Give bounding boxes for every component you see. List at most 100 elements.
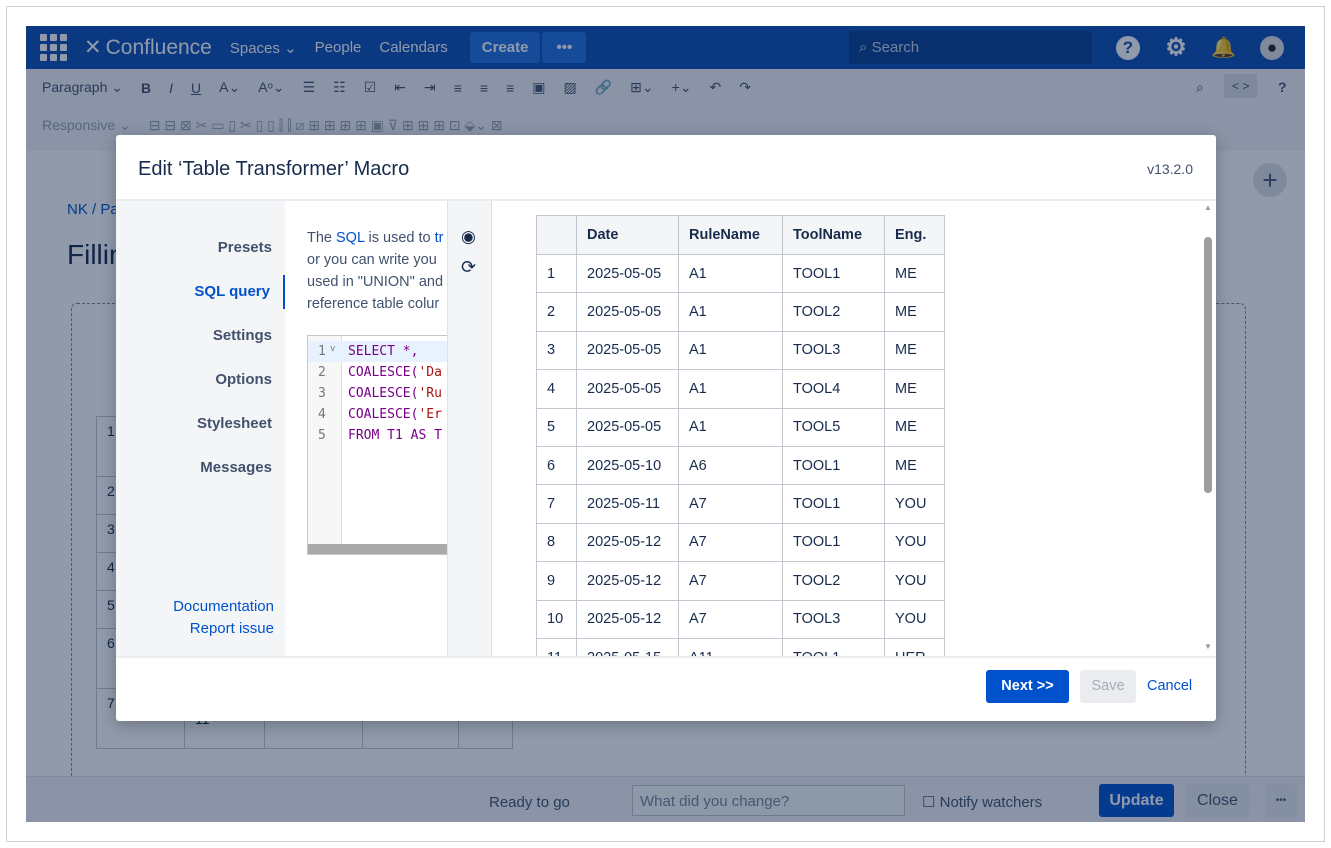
table-cell: A11 [678,637,783,656]
table-cell: A1 [678,253,783,294]
confluence-logo[interactable]: ✕ Confluence [84,35,212,60]
nav-calendars[interactable]: Calendars [379,39,448,56]
responsive-dropdown[interactable]: Responsive ⌄ [42,117,131,133]
preview-toolbar: ◉ ⟳ [447,201,492,656]
preview-panel: Date RuleName ToolName Eng. 1 2025-05-05 A1 TO… [492,201,1216,656]
table-cell: A7 [678,522,783,563]
table-cell: 8 [536,522,577,563]
close-button[interactable]: Close [1185,784,1250,817]
table-cell: TOOL1 [782,253,885,294]
more-actions-button[interactable]: ••• [1265,784,1297,817]
redo-icon[interactable]: ↷ [739,79,752,95]
align-right-icon[interactable]: ≡ [506,79,515,96]
align-center-icon[interactable]: ≡ [479,79,489,96]
scroll-up-icon[interactable]: ▲ [1204,203,1212,212]
outdent-icon[interactable]: ⇤ [394,79,407,95]
save-button[interactable]: Save [1080,670,1136,703]
table-cell: 6 [536,445,577,486]
breadcrumb-parent[interactable]: Pa [100,201,119,218]
update-button[interactable]: Update [1099,784,1174,817]
code-line: COALESCE('Er [348,407,442,422]
preview-table: Date RuleName ToolName Eng. 1 2025-05-05 A1 TO… [536,215,945,656]
line-number: 3 [318,386,326,401]
link-icon[interactable]: 🔗 [594,79,613,95]
create-button[interactable]: Create [469,32,541,63]
notify-watchers-checkbox[interactable]: ☐ Notify watchers [922,794,1043,811]
nav-options[interactable]: Options [215,371,272,388]
search-input[interactable]: ⌕ Search [849,31,1092,64]
page-title[interactable]: Fillin [67,239,125,270]
nav-spaces[interactable]: Spaces ⌄ [229,39,297,57]
sql-link[interactable]: SQL [336,230,365,246]
table-tools-icons[interactable]: ⊟ ⊟ ⊠ ✂ ▭ ▯ ✂ ▯ ▯ ⫿ ⫿ ⧄ ⊞ ⊞ ⊞ ⊞ ▣ ⊽ ⊞ ⊞ … [148,117,503,133]
undo-icon[interactable]: ↶ [709,79,722,95]
documentation-link[interactable]: Documentation [173,598,274,615]
bullet-list-icon[interactable]: ☰ [302,79,316,95]
help-icon[interactable]: ? [1116,36,1140,60]
table-row: 4 2025-05-05 A1 TOOL4 ME [536,369,945,409]
eye-preview-icon[interactable]: ◉ [461,227,476,246]
nav-messages[interactable]: Messages [200,459,272,476]
column-header: RuleName [678,215,783,255]
editor-footer: Ready to go What did you change? ☐ Notif… [26,776,1305,822]
nav-stylesheet[interactable]: Stylesheet [196,415,272,432]
table-row: 112025-05-15A11TOOL1HER [536,637,945,656]
report-issue-link[interactable]: Report issue [189,620,274,637]
table-transformer-dialog: Edit ‘Table Transformer’ Macro v13.2.0 P… [116,135,1216,721]
find-icon[interactable]: ⌕ [1196,79,1204,95]
table-cell: 10 [536,599,577,639]
notifications-icon[interactable]: 🔔 [1211,37,1236,59]
bold-icon[interactable]: B [141,79,152,96]
scrollbar-thumb[interactable] [1204,237,1212,493]
insert-icon[interactable]: +⌄ [671,79,692,95]
column-header: Date [576,215,679,255]
table-cell: YOU [884,599,945,639]
sql-editor[interactable]: 1 2 3 4 5 v SELECT *, COALESCE('Da COALE… [307,335,447,555]
editor-horizontal-scrollbar[interactable] [308,544,447,554]
align-left-icon[interactable]: ≡ [453,79,462,96]
text-format-icon[interactable]: Aᵒ⌄ [258,79,285,95]
text-color-icon[interactable]: A⌄ [219,79,241,95]
table-cell: A7 [678,561,783,601]
task-icon[interactable]: ☑ [363,79,377,95]
app-switcher-icon[interactable] [40,33,68,62]
user-avatar[interactable]: ● [1260,36,1284,60]
fold-chevron-icon[interactable]: v [330,344,336,354]
layout-icon[interactable]: ▣ [532,79,546,95]
image-icon[interactable]: ▨ [563,79,577,95]
table-cell: 2025-05-11 [576,484,679,524]
settings-gear-icon[interactable]: ⚙ [1165,34,1187,61]
preview-scrollbar[interactable]: ▲ ▼ [1204,203,1212,651]
breadcrumb-space[interactable]: NK [67,201,88,218]
italic-icon[interactable]: I [169,79,174,96]
table-cell: TOOL2 [782,292,885,332]
table-cell: ME [884,369,945,409]
numbered-list-icon[interactable]: ☷ [333,79,346,95]
nav-people[interactable]: People [314,39,362,56]
table-cell: 4 [536,369,577,409]
change-comment-input[interactable]: What did you change? [632,785,905,816]
paragraph-style-dropdown[interactable]: Paragraph ⌄ [42,79,124,95]
table-cell: 2025-05-12 [576,522,679,563]
refresh-icon[interactable]: ⟳ [461,257,477,277]
table-icon[interactable]: ⊞⌄ [630,79,654,95]
scroll-down-icon[interactable]: ▼ [1204,642,1212,651]
nav-settings[interactable]: Settings [212,327,272,344]
underline-icon[interactable]: U [191,79,202,96]
transform-link[interactable]: tr [434,230,444,246]
nav-sql-query[interactable]: SQL query [194,275,285,309]
dialog-sidebar: Presets SQL query Settings Options Style… [116,201,285,656]
add-icon[interactable]: + [1253,163,1287,197]
line-number: 5 [318,428,326,443]
nav-presets[interactable]: Presets [217,239,272,256]
create-more-button[interactable]: ••• [542,32,587,63]
table-cell: 3 [536,330,577,371]
code-line: COALESCE('Da [348,365,442,380]
cancel-button[interactable]: Cancel [1147,678,1193,694]
indent-icon[interactable]: ⇥ [424,79,436,95]
table-cell: 2025-05-12 [576,561,679,601]
source-editor-button[interactable]: < > [1224,74,1258,98]
help-button[interactable]: ? [1278,79,1287,95]
next-button[interactable]: Next >> [986,670,1069,703]
code-line: SELECT *, [348,344,419,359]
